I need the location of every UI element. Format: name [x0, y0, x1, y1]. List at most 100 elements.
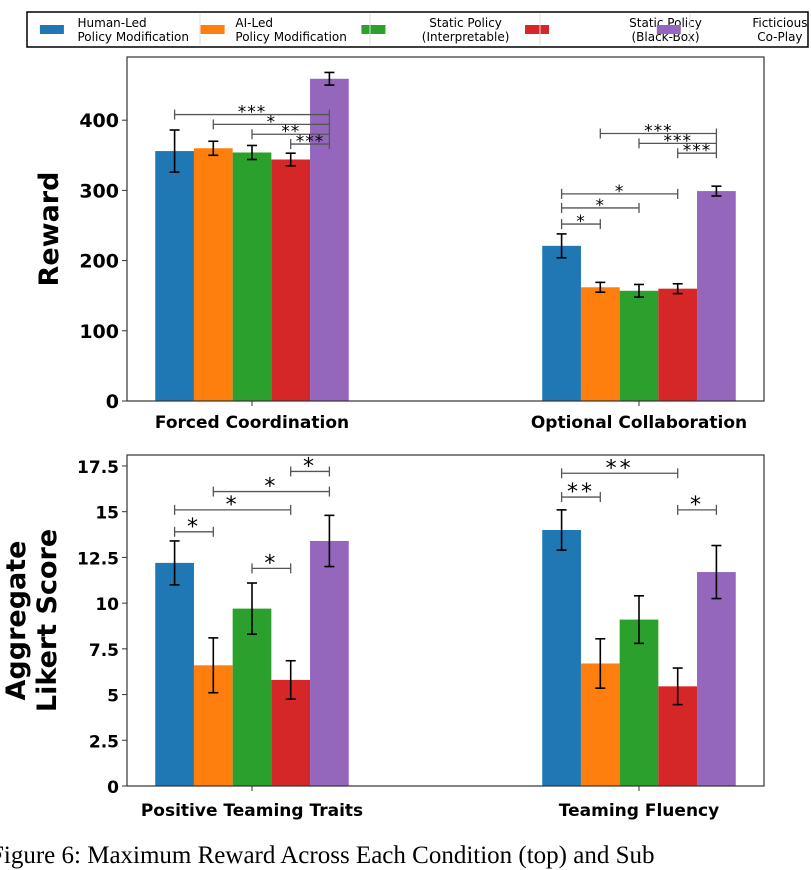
- y-tick-label: 7.5: [89, 641, 119, 661]
- significance-bracket-6: [560, 492, 601, 503]
- y-tick-label: 200: [79, 251, 119, 273]
- legend-label-4: Ficticious: [752, 16, 807, 30]
- error-bar-4-0: [324, 71, 335, 86]
- bar-0-1: [542, 245, 581, 401]
- error-bar-2-1: [634, 283, 644, 298]
- significance-bracket-3: [290, 139, 331, 150]
- error-bar-1-1: [595, 637, 606, 689]
- error-bar-1-1: [595, 281, 606, 293]
- bar-0-1: [542, 529, 581, 786]
- legend-label-1: AI-Led: [235, 16, 273, 30]
- significance-bracket-4: [251, 563, 292, 574]
- error-bar-3-0: [285, 659, 296, 700]
- significance-bracket-2: [173, 504, 292, 515]
- legend-swatch-0: [39, 25, 64, 34]
- legend-swatch-4: [656, 25, 681, 34]
- significance-label-5: **: [606, 456, 634, 481]
- error-bar-4-1: [711, 185, 722, 197]
- error-bar-1-0: [208, 140, 219, 157]
- significance-label-0: ***: [238, 103, 267, 123]
- significance-label-0: *: [303, 454, 317, 479]
- bar-2-0: [232, 608, 272, 786]
- significance-label-2: **: [281, 122, 300, 142]
- legend-label-0: Human-Led: [78, 16, 147, 30]
- y-tick-label: 10: [95, 595, 119, 615]
- significance-label-7: *: [690, 493, 704, 518]
- error-bar-3-0: [285, 152, 296, 167]
- significance-bracket-6: [677, 148, 718, 159]
- y-axis-label-line-0: Aggregate: [1, 541, 32, 701]
- significance-label-4: *: [264, 551, 278, 576]
- bar-4-1: [697, 191, 736, 401]
- significance-bracket-4: [599, 128, 718, 139]
- legend-label-1-line2: Policy Modification: [235, 30, 346, 44]
- x-tick-label-0: Positive Teaming Traits: [141, 801, 363, 821]
- error-bar-0-0: [169, 129, 180, 173]
- significance-label-4: ***: [644, 122, 673, 142]
- y-tick-label: 12.5: [77, 549, 119, 569]
- significance-label-6: ***: [683, 141, 712, 161]
- bar-1-1: [580, 287, 620, 401]
- bar-2-0: [232, 152, 272, 401]
- bar-2-1: [619, 619, 659, 786]
- significance-bracket-9: [560, 219, 601, 230]
- error-bar-4-0: [324, 514, 335, 568]
- legend-label-3-line2: (Black-Box): [631, 30, 699, 44]
- significance-bracket-5: [638, 138, 718, 149]
- y-tick-label: 0: [106, 391, 119, 413]
- error-bar-0-1: [556, 509, 567, 551]
- y-tick-label: 17.5: [77, 458, 119, 478]
- error-bar-2-0: [247, 144, 257, 161]
- plot-frame: [126, 56, 765, 402]
- significance-bracket-7: [560, 188, 679, 199]
- significance-bracket-7: [677, 504, 718, 515]
- error-bar-0-1: [556, 233, 567, 259]
- legend-swatch-1: [200, 25, 225, 34]
- x-tick-label-0: Forced Coordination: [155, 413, 349, 433]
- error-bar-0-0: [169, 540, 180, 586]
- significance-label-7: *: [615, 182, 625, 202]
- legend-label-2: Static Policy: [429, 16, 502, 30]
- y-tick-label: 0: [107, 778, 119, 798]
- x-tick-label-1: Teaming Fluency: [559, 801, 719, 821]
- bar-3-1: [658, 288, 698, 401]
- legend-label-3: Static Policy: [629, 16, 702, 30]
- y-axis-label-line-1: Likert Score: [32, 529, 63, 712]
- significance-bracket-0: [173, 109, 331, 120]
- bar-4-0: [310, 540, 349, 786]
- significance-bracket-1: [212, 486, 331, 497]
- significance-label-8: *: [596, 196, 606, 216]
- y-axis-label: Reward: [34, 172, 65, 287]
- significance-bracket-3: [173, 526, 214, 537]
- error-bar-3-1: [672, 282, 683, 295]
- y-tick-label: 2.5: [89, 732, 119, 752]
- significance-bracket-8: [560, 202, 640, 213]
- bar-4-1: [697, 572, 736, 786]
- y-tick-label: 5: [107, 687, 119, 707]
- significance-label-1: *: [264, 475, 278, 500]
- bar-2-1: [619, 290, 659, 401]
- significance-label-3: *: [187, 515, 201, 540]
- figure-caption: Figure 6: Maximum Reward Across Each Con…: [0, 842, 655, 869]
- reward-chart: *** * *****************0100200300400Forced…: [34, 56, 765, 433]
- significance-label-9: *: [576, 212, 586, 232]
- significance-bracket-1: [212, 119, 331, 130]
- bar-3-0: [271, 159, 311, 401]
- significance-bracket-0: [290, 466, 331, 477]
- y-tick-label: 15: [95, 504, 119, 524]
- error-bar-4-1: [711, 544, 722, 600]
- significance-bracket-5: [560, 468, 679, 479]
- legend-swatch-3: [525, 25, 549, 34]
- plot-frame: [126, 454, 765, 787]
- significance-bracket-2: [251, 129, 331, 140]
- bar-0-0: [155, 562, 194, 786]
- error-bar-3-1: [672, 667, 683, 706]
- legend-label-2-line2: (Interpretable): [422, 30, 510, 44]
- significance-label-3: ***: [296, 132, 325, 152]
- y-tick-label: 100: [79, 321, 119, 343]
- error-bar-1-0: [208, 637, 219, 694]
- bar-1-0: [193, 148, 233, 401]
